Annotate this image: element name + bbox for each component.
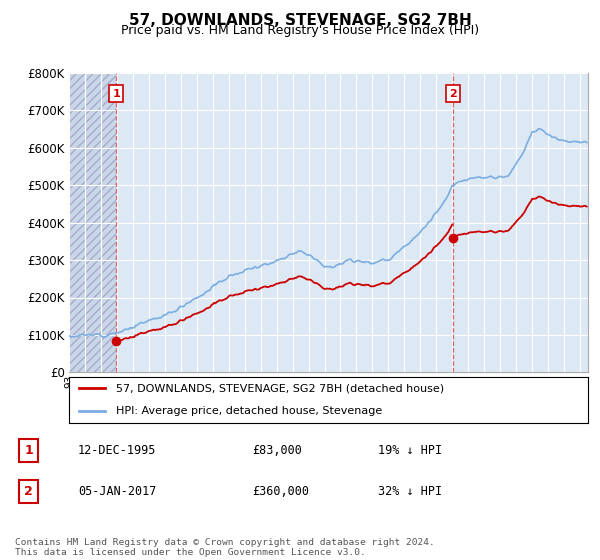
Text: 2: 2 xyxy=(449,89,457,99)
Text: £83,000: £83,000 xyxy=(252,444,302,458)
Text: £360,000: £360,000 xyxy=(252,484,309,498)
Text: 57, DOWNLANDS, STEVENAGE, SG2 7BH: 57, DOWNLANDS, STEVENAGE, SG2 7BH xyxy=(128,13,472,28)
Text: 57, DOWNLANDS, STEVENAGE, SG2 7BH (detached house): 57, DOWNLANDS, STEVENAGE, SG2 7BH (detac… xyxy=(116,384,444,393)
Text: 2: 2 xyxy=(25,484,33,498)
Text: 1: 1 xyxy=(112,89,120,99)
Text: 32% ↓ HPI: 32% ↓ HPI xyxy=(378,484,442,498)
Text: Contains HM Land Registry data © Crown copyright and database right 2024.
This d: Contains HM Land Registry data © Crown c… xyxy=(15,538,435,557)
Bar xyxy=(69,73,116,372)
Text: 12-DEC-1995: 12-DEC-1995 xyxy=(78,444,157,458)
Text: 05-JAN-2017: 05-JAN-2017 xyxy=(78,484,157,498)
Text: 1: 1 xyxy=(25,444,33,458)
Text: 19% ↓ HPI: 19% ↓ HPI xyxy=(378,444,442,458)
Text: Price paid vs. HM Land Registry's House Price Index (HPI): Price paid vs. HM Land Registry's House … xyxy=(121,24,479,38)
Text: HPI: Average price, detached house, Stevenage: HPI: Average price, detached house, Stev… xyxy=(116,407,382,416)
